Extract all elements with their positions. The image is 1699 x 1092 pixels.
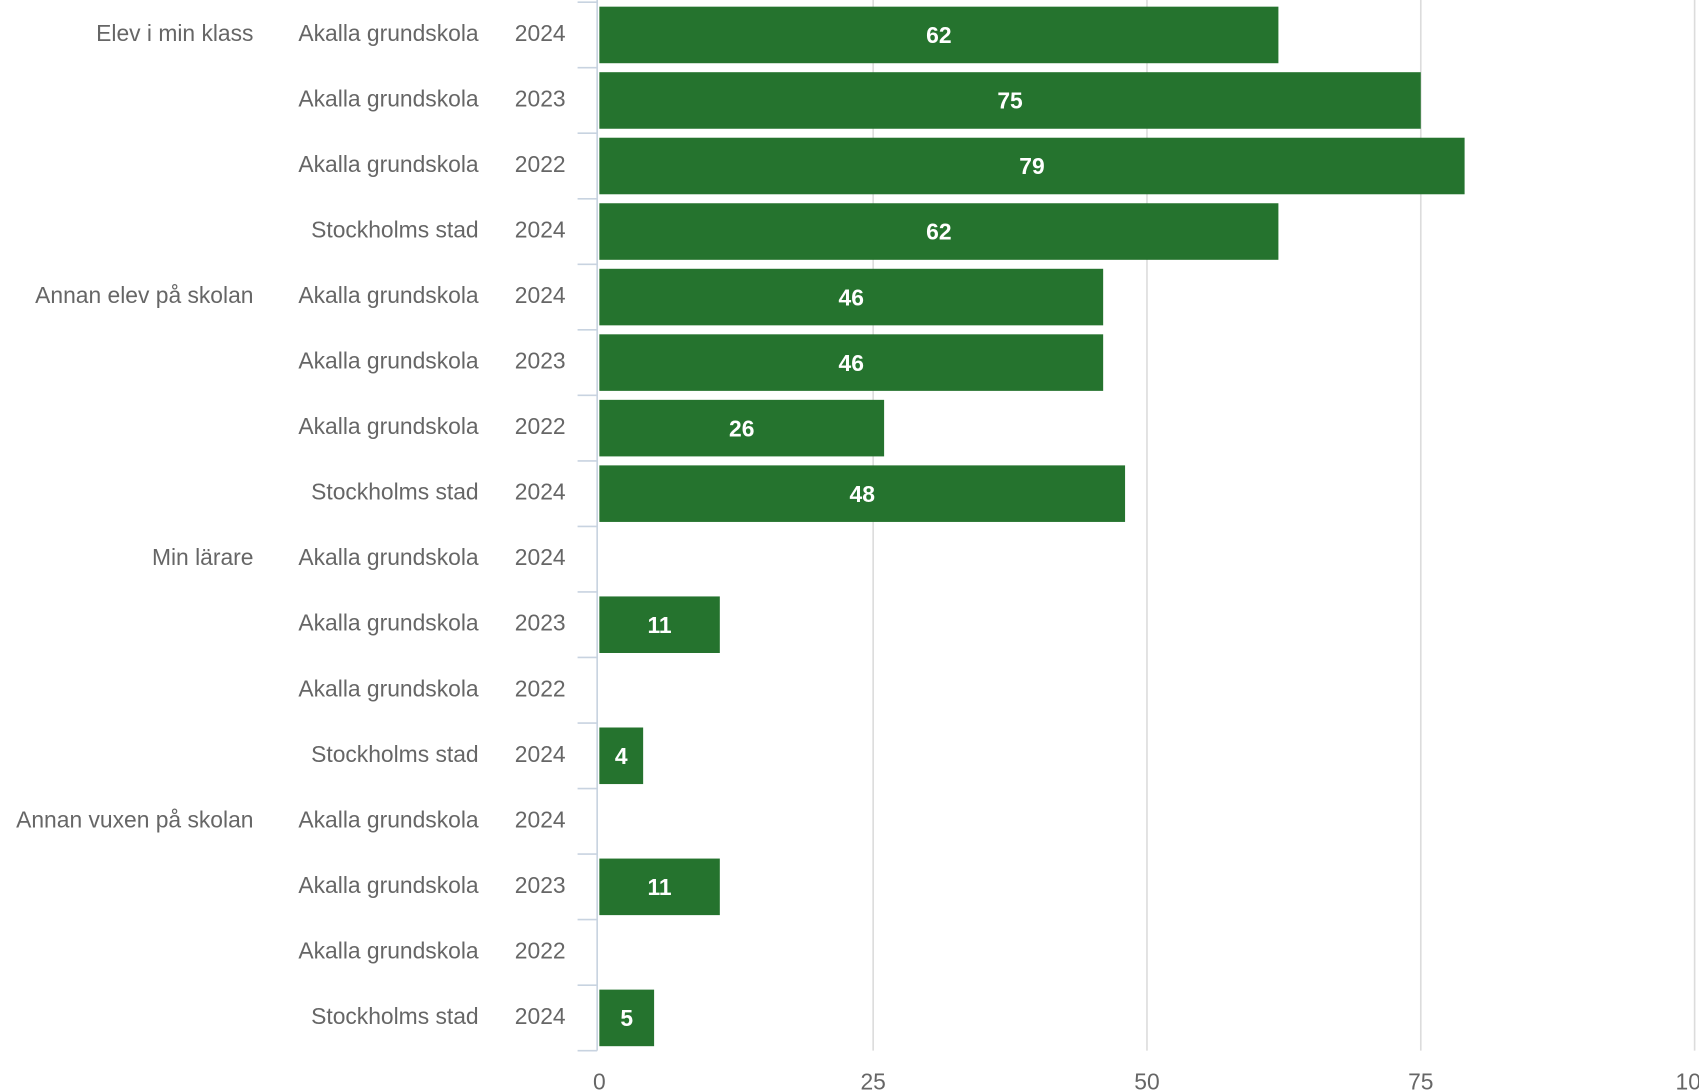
y-tick-label: Akalla grundskola	[298, 675, 478, 701]
bar-label: 26	[729, 415, 754, 441]
bar	[599, 72, 1421, 129]
year-label: 2024	[515, 217, 566, 243]
year-label: 2022	[515, 151, 566, 177]
year-label: 2024	[515, 282, 566, 308]
bar-label: 79	[1019, 153, 1044, 179]
year-label: 2024	[515, 544, 566, 570]
y-tick-label: Stockholms stad	[311, 1003, 478, 1029]
bar	[599, 334, 1104, 391]
bar	[599, 399, 885, 457]
year-label: 2024	[515, 741, 566, 767]
y-tick-label: Akalla grundskola	[298, 413, 478, 439]
x-tick-label: 25	[860, 1068, 885, 1092]
bar	[599, 727, 644, 785]
y-tick-label: Akalla grundskola	[298, 20, 478, 46]
x-tick-label: 50	[1134, 1068, 1159, 1092]
bar-label: 11	[648, 874, 672, 900]
year-label: 2023	[515, 348, 566, 374]
year-label: 2022	[515, 413, 566, 439]
y-tick-label: Stockholms stad	[311, 479, 478, 505]
group-label: Min lärare	[152, 544, 254, 570]
bar	[599, 858, 720, 916]
group-label: Elev i min klass	[96, 20, 253, 46]
year-label: 2022	[515, 675, 566, 701]
bar-label: 62	[926, 22, 951, 48]
y-tick-label: Akalla grundskola	[298, 151, 478, 177]
bar	[599, 6, 1279, 64]
y-tick-label: Akalla grundskola	[298, 544, 478, 570]
year-label: 2023	[515, 872, 566, 898]
bar	[599, 203, 1279, 260]
x-tick-label: 100	[1676, 1068, 1699, 1092]
year-label: 2022	[515, 937, 566, 963]
bar	[599, 137, 1465, 195]
bar	[599, 596, 720, 653]
bar-label: 46	[839, 284, 864, 310]
year-label: 2024	[515, 20, 566, 46]
y-tick-label: Akalla grundskola	[298, 610, 478, 636]
y-tick-label: Stockholms stad	[311, 741, 478, 767]
group-label: Annan vuxen på skolan	[16, 806, 253, 832]
bar-label: 46	[839, 350, 864, 376]
y-tick-label: Akalla grundskola	[298, 348, 478, 374]
bar-label: 75	[997, 88, 1023, 114]
bar-label: 5	[620, 1005, 633, 1031]
group-label: Annan elev på skolan	[35, 282, 253, 308]
bar	[599, 465, 1126, 522]
y-tick-label: Akalla grundskola	[298, 86, 478, 112]
y-tick-label: Akalla grundskola	[298, 872, 478, 898]
y-tick-label: Stockholms stad	[311, 217, 478, 243]
year-label: 2023	[515, 610, 566, 636]
x-tick-label: 0	[593, 1068, 606, 1092]
bar	[599, 268, 1104, 326]
year-label: 2023	[515, 86, 566, 112]
bar-label: 11	[648, 612, 672, 638]
year-label: 2024	[515, 479, 566, 505]
bar-label: 62	[926, 219, 951, 245]
year-label: 2024	[515, 806, 566, 832]
y-tick-label: Akalla grundskola	[298, 937, 478, 963]
year-label: 2024	[515, 1003, 566, 1029]
bar-label: 4	[615, 743, 628, 769]
y-tick-label: Akalla grundskola	[298, 806, 478, 832]
bar-label: 48	[850, 481, 875, 507]
x-tick-label: 75	[1408, 1068, 1433, 1092]
bar	[599, 989, 655, 1047]
y-tick-label: Akalla grundskola	[298, 282, 478, 308]
